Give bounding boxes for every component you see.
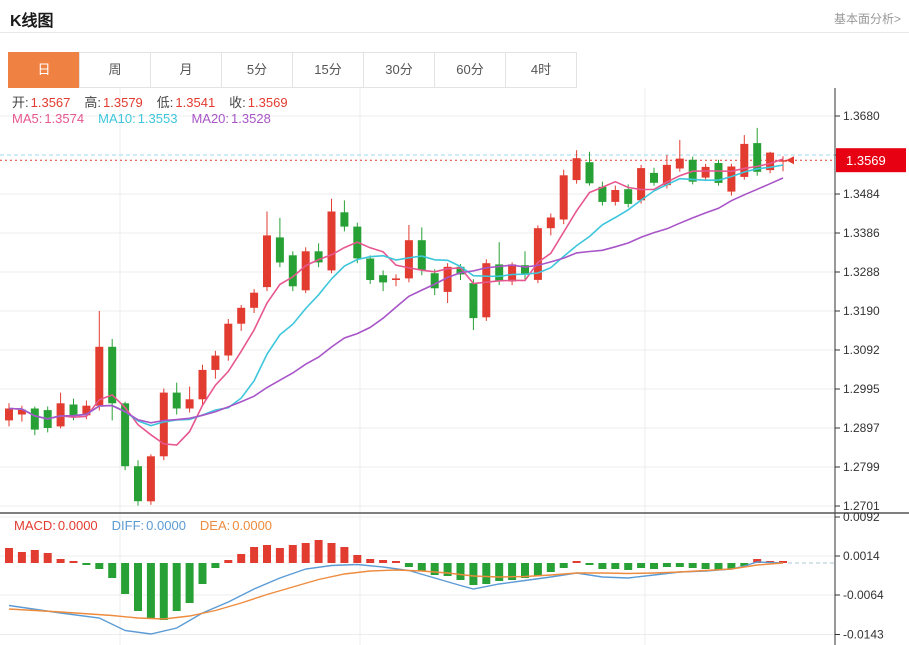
timeframe-tabbar: 日周月 5分 15分 30分 60分 4时 (8, 52, 577, 88)
svg-text:-0.0143: -0.0143 (843, 628, 884, 642)
svg-text:1.3680: 1.3680 (843, 109, 880, 123)
page-title: K线图 (10, 13, 54, 30)
tab-15分[interactable]: 15分 (292, 52, 364, 88)
macd-axis-labels: 0.0092 0.0014 -0.0064 -0.0143 (835, 510, 884, 642)
macd-label: MACD: (14, 518, 56, 533)
tab-60分[interactable]: 60分 (434, 52, 506, 88)
current-price-arrow (786, 156, 794, 165)
ohlc-readout: 开: 1.3567 高: 1.3579 低: 1.3541 收: 1.3569 (12, 92, 302, 111)
page-header: K线图 基本面分析> (0, 0, 909, 33)
svg-text:1.2995: 1.2995 (843, 382, 880, 396)
ohlc-value: 1.3569 (247, 95, 288, 110)
candles (5, 127, 787, 506)
fundamental-analysis-link[interactable]: 基本面分析> (833, 12, 901, 26)
tab-30分[interactable]: 30分 (363, 52, 435, 88)
svg-text:1.3092: 1.3092 (843, 343, 880, 357)
macd-value: 0.0000 (232, 518, 273, 533)
ohlc-label: 收: (229, 95, 246, 110)
kline-chart-canvas[interactable]: 1.36801.35821.34841.33861.32881.31901.30… (0, 88, 909, 645)
svg-text:1.3484: 1.3484 (843, 187, 880, 201)
ma-value: 1.3574 (44, 111, 85, 126)
svg-text:0.0014: 0.0014 (843, 549, 880, 563)
svg-text:1.3288: 1.3288 (843, 265, 880, 279)
macd-histogram (5, 540, 787, 620)
macd-value: 0.0000 (146, 518, 186, 533)
macd-value: 0.0000 (57, 518, 98, 533)
macd-readout: MACD: 0.0000 DIFF: 0.0000 DEA: 0.0000 (14, 518, 286, 533)
ohlc-value: 1.3567 (30, 95, 71, 110)
svg-text:1.3190: 1.3190 (843, 304, 880, 318)
ma-label: MA5: (12, 111, 43, 126)
ohlc-value: 1.3579 (103, 95, 143, 110)
chart-svg[interactable]: 1.36801.35821.34841.33861.32881.31901.30… (0, 88, 909, 645)
svg-text:-0.0064: -0.0064 (843, 588, 884, 602)
svg-text:0.0092: 0.0092 (843, 510, 880, 524)
svg-text:1.3569: 1.3569 (846, 153, 886, 168)
ma-value: 1.3528 (231, 111, 271, 126)
tab-5分[interactable]: 5分 (221, 52, 293, 88)
ma-value: 1.3553 (137, 111, 178, 126)
ma-label: MA20: (191, 111, 230, 126)
svg-text:1.3386: 1.3386 (843, 226, 880, 240)
ma10-line (8, 164, 784, 427)
ohlc-label: 高: (84, 95, 102, 110)
tab-月[interactable]: 月 (150, 52, 222, 88)
ohlc-value: 1.3541 (175, 95, 216, 110)
current-price-badge: 1.3569 (836, 148, 906, 173)
ohlc-label: 开: (12, 95, 29, 110)
svg-text:1.2799: 1.2799 (843, 460, 880, 474)
svg-text:1.2897: 1.2897 (843, 421, 880, 435)
price-axis-labels: 1.36801.35821.34841.33861.32881.31901.30… (835, 109, 880, 513)
ma5-line (8, 158, 784, 446)
ohlc-label: 低: (156, 95, 174, 110)
macd-dea-line (8, 562, 784, 620)
svg-text:1.2701: 1.2701 (843, 499, 880, 513)
ma20-line (8, 177, 784, 424)
ma-label: MA10: (98, 111, 136, 126)
macd-label: DIFF: (111, 518, 145, 533)
macd-label: DEA: (199, 518, 231, 533)
tab-4时[interactable]: 4时 (505, 52, 577, 88)
tab-日[interactable]: 日 (8, 52, 80, 88)
ma-readout: MA5: 1.3574 MA10: 1.3553 MA20: 1.3528 (12, 111, 285, 126)
tab-周[interactable]: 周 (79, 52, 151, 88)
